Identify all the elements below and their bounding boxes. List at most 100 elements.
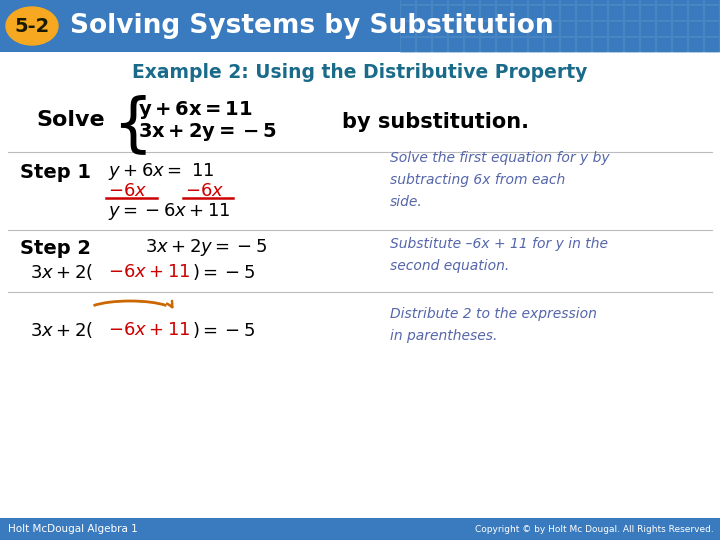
Text: Step 2: Step 2 (20, 239, 91, 258)
Bar (544, 5, 559, 20)
Text: $- 6x$: $- 6x$ (108, 182, 148, 200)
Bar (480, 21, 495, 36)
Bar (464, 0, 479, 4)
Text: Step 1: Step 1 (20, 163, 91, 181)
Text: Solve the first equation for y by
subtracting 6x from each
side.: Solve the first equation for y by subtra… (390, 151, 610, 208)
Bar (400, 0, 415, 4)
Text: $3x + 2($: $3x + 2($ (30, 262, 93, 282)
Bar (624, 37, 639, 52)
Bar (560, 37, 575, 52)
Bar (576, 21, 591, 36)
Text: $\mathbf{3x + 2y = -5}$: $\mathbf{3x + 2y = -5}$ (138, 121, 276, 143)
Bar (608, 21, 623, 36)
Bar (432, 5, 447, 20)
Bar (640, 37, 655, 52)
Bar (496, 0, 511, 4)
Bar (544, 37, 559, 52)
Text: $- 6x$: $- 6x$ (185, 182, 225, 200)
Bar (432, 37, 447, 52)
Text: Holt McDougal Algebra 1: Holt McDougal Algebra 1 (8, 524, 138, 534)
Bar (512, 37, 527, 52)
Text: $) = -5$: $) = -5$ (192, 262, 255, 282)
Bar (608, 5, 623, 20)
Text: $y + 6x =\ 11$: $y + 6x =\ 11$ (108, 161, 215, 183)
Text: $3x + 2($: $3x + 2($ (30, 320, 93, 340)
Bar (528, 21, 543, 36)
Bar (416, 5, 431, 20)
Text: $y = -6x + 11$: $y = -6x + 11$ (108, 201, 230, 222)
Bar (560, 21, 575, 36)
Bar (512, 21, 527, 36)
Text: Substitute –6x + 11 for y in the
second equation.: Substitute –6x + 11 for y in the second … (390, 237, 608, 273)
Bar (400, 5, 415, 20)
Bar (688, 5, 703, 20)
Bar (448, 21, 463, 36)
Bar (416, 21, 431, 36)
Bar (0, 0, 720, 52)
Bar (624, 0, 639, 4)
Bar (480, 0, 495, 4)
Text: $\mathbf{y + 6x = 11}$: $\mathbf{y + 6x = 11}$ (138, 99, 253, 121)
Text: $-6x + 11$: $-6x + 11$ (108, 263, 191, 281)
Bar (656, 5, 671, 20)
Bar (592, 5, 607, 20)
Bar (544, 21, 559, 36)
Bar (416, 0, 431, 4)
Text: Solve: Solve (37, 110, 105, 130)
Text: $-6x + 11$: $-6x + 11$ (108, 321, 191, 339)
Bar (576, 5, 591, 20)
Text: 5-2: 5-2 (14, 17, 50, 36)
Bar (624, 21, 639, 36)
Bar (0, 518, 720, 540)
Bar (496, 5, 511, 20)
Bar (464, 37, 479, 52)
Bar (560, 0, 575, 4)
Text: $\{$: $\{$ (112, 93, 147, 157)
Bar (704, 21, 719, 36)
Bar (544, 0, 559, 4)
Bar (528, 5, 543, 20)
Text: $3x + 2y = -5$: $3x + 2y = -5$ (145, 238, 267, 259)
Bar (480, 37, 495, 52)
Bar (0, 52, 720, 518)
Bar (592, 37, 607, 52)
Bar (704, 0, 719, 4)
Text: by substitution.: by substitution. (342, 112, 529, 132)
Bar (624, 5, 639, 20)
Text: Solving Systems by Substitution: Solving Systems by Substitution (70, 13, 554, 39)
Bar (656, 21, 671, 36)
Bar (400, 21, 415, 36)
Bar (640, 5, 655, 20)
Text: $) = -5$: $) = -5$ (192, 320, 255, 340)
Bar (560, 5, 575, 20)
Bar (592, 21, 607, 36)
Bar (464, 5, 479, 20)
Bar (480, 5, 495, 20)
Bar (608, 0, 623, 4)
Text: Example 2: Using the Distributive Property: Example 2: Using the Distributive Proper… (132, 63, 588, 82)
Bar (576, 0, 591, 4)
Bar (672, 37, 687, 52)
Bar (592, 0, 607, 4)
Bar (608, 37, 623, 52)
Text: Distribute 2 to the expression
in parentheses.: Distribute 2 to the expression in parent… (390, 307, 597, 343)
Bar (496, 37, 511, 52)
Bar (528, 0, 543, 4)
Bar (640, 0, 655, 4)
Bar (528, 37, 543, 52)
Bar (464, 21, 479, 36)
Bar (448, 0, 463, 4)
Bar (656, 37, 671, 52)
Bar (512, 0, 527, 4)
Bar (400, 37, 415, 52)
Bar (448, 5, 463, 20)
Bar (656, 0, 671, 4)
Bar (448, 37, 463, 52)
Bar (432, 21, 447, 36)
Bar (704, 5, 719, 20)
Bar (496, 21, 511, 36)
Ellipse shape (6, 7, 58, 45)
Bar (688, 37, 703, 52)
Bar (640, 21, 655, 36)
Bar (576, 37, 591, 52)
